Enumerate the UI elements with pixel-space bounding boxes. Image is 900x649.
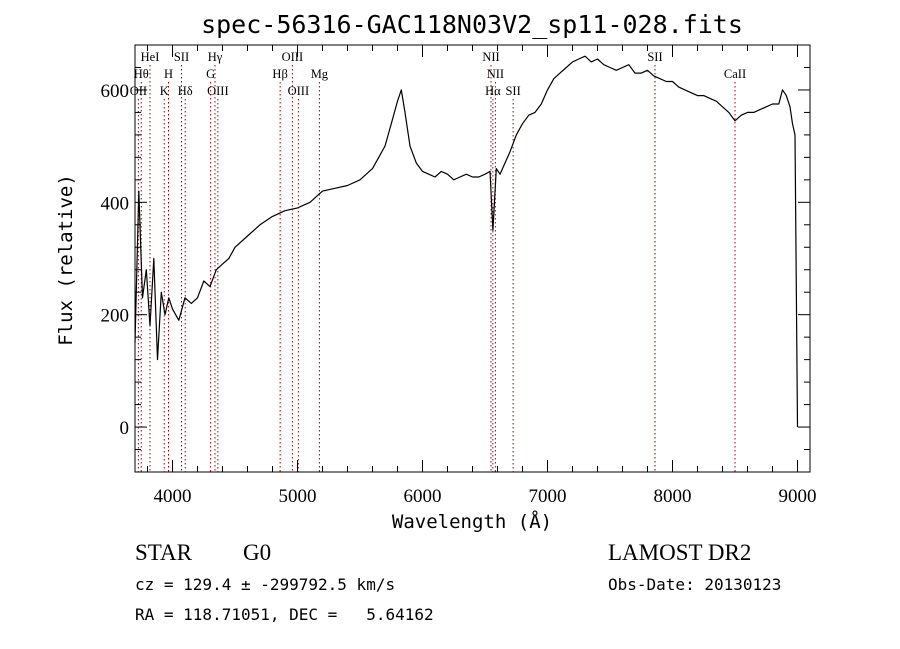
line-marker-label: NII xyxy=(487,67,504,81)
y-tick-label: 600 xyxy=(101,81,130,102)
x-tick-label: 6000 xyxy=(404,486,442,507)
y-tick-label: 0 xyxy=(120,418,130,439)
y-axis-ticks: 0 200 400 600 xyxy=(101,66,810,451)
redshift-text: cz = 129.4 ± -299792.5 km/s xyxy=(135,575,395,594)
line-marker-label: OII xyxy=(130,84,147,98)
x-axis-ticks: 4000 5000 6000 7000 8000 9000 xyxy=(147,45,817,507)
line-marker-labels: HθOIIHeIHKSIIHδHγGOIIIOIIIHβOIIIMgNIINII… xyxy=(130,50,746,98)
object-subclass: G0 xyxy=(243,540,271,565)
line-marker-label: Hα xyxy=(485,84,501,98)
line-marker-label: HeI xyxy=(141,50,160,64)
line-marker-label: NII xyxy=(482,50,499,64)
plot-area: HθOIIHeIHKSIIHδHγGOIIIOIIIHβOIIIMgNIINII… xyxy=(101,44,817,507)
y-tick-label: 400 xyxy=(101,193,130,214)
object-class: STAR xyxy=(135,540,193,565)
line-marker-label: Hγ xyxy=(208,50,223,64)
y-axis-title: Flux (relative) xyxy=(55,174,77,346)
spectrum-line xyxy=(134,55,799,428)
line-marker-label: G xyxy=(206,67,215,81)
plot-frame xyxy=(134,44,811,473)
line-marker-label: Hθ xyxy=(134,67,149,81)
x-tick-label: 9000 xyxy=(779,486,817,507)
line-marker-label: SII xyxy=(647,50,662,64)
line-marker-label: Hδ xyxy=(178,84,193,98)
info-block: STAR G0 LAMOST DR2 cz = 129.4 ± -299792.… xyxy=(135,540,781,624)
line-marker-label: Hβ xyxy=(272,67,287,81)
y-tick-label: 200 xyxy=(101,306,130,327)
chart-title: spec-56316-GAC118N03V2_sp11-028.fits xyxy=(201,10,743,39)
line-marker-label: Mg xyxy=(311,67,329,81)
line-marker-label: K xyxy=(160,84,169,98)
line-marker-label: OIII xyxy=(282,50,304,64)
obs-date-text: Obs-Date: 20130123 xyxy=(608,575,781,594)
x-tick-label: 7000 xyxy=(529,486,567,507)
line-markers xyxy=(137,65,736,472)
line-marker-label: SII xyxy=(505,84,520,98)
survey-name: LAMOST DR2 xyxy=(608,540,751,565)
line-marker-label: CaII xyxy=(724,67,746,81)
line-marker-label: OIII xyxy=(288,84,310,98)
x-tick-label: 5000 xyxy=(279,486,317,507)
line-marker-label: H xyxy=(164,67,173,81)
x-tick-label: 4000 xyxy=(154,486,192,507)
line-marker-label: OIII xyxy=(207,84,229,98)
radec-text: RA = 118.71051, DEC = 5.64162 xyxy=(135,605,434,624)
x-axis-title: Wavelength (Å) xyxy=(392,510,552,533)
line-marker-label: SII xyxy=(174,50,189,64)
x-tick-label: 8000 xyxy=(654,486,692,507)
